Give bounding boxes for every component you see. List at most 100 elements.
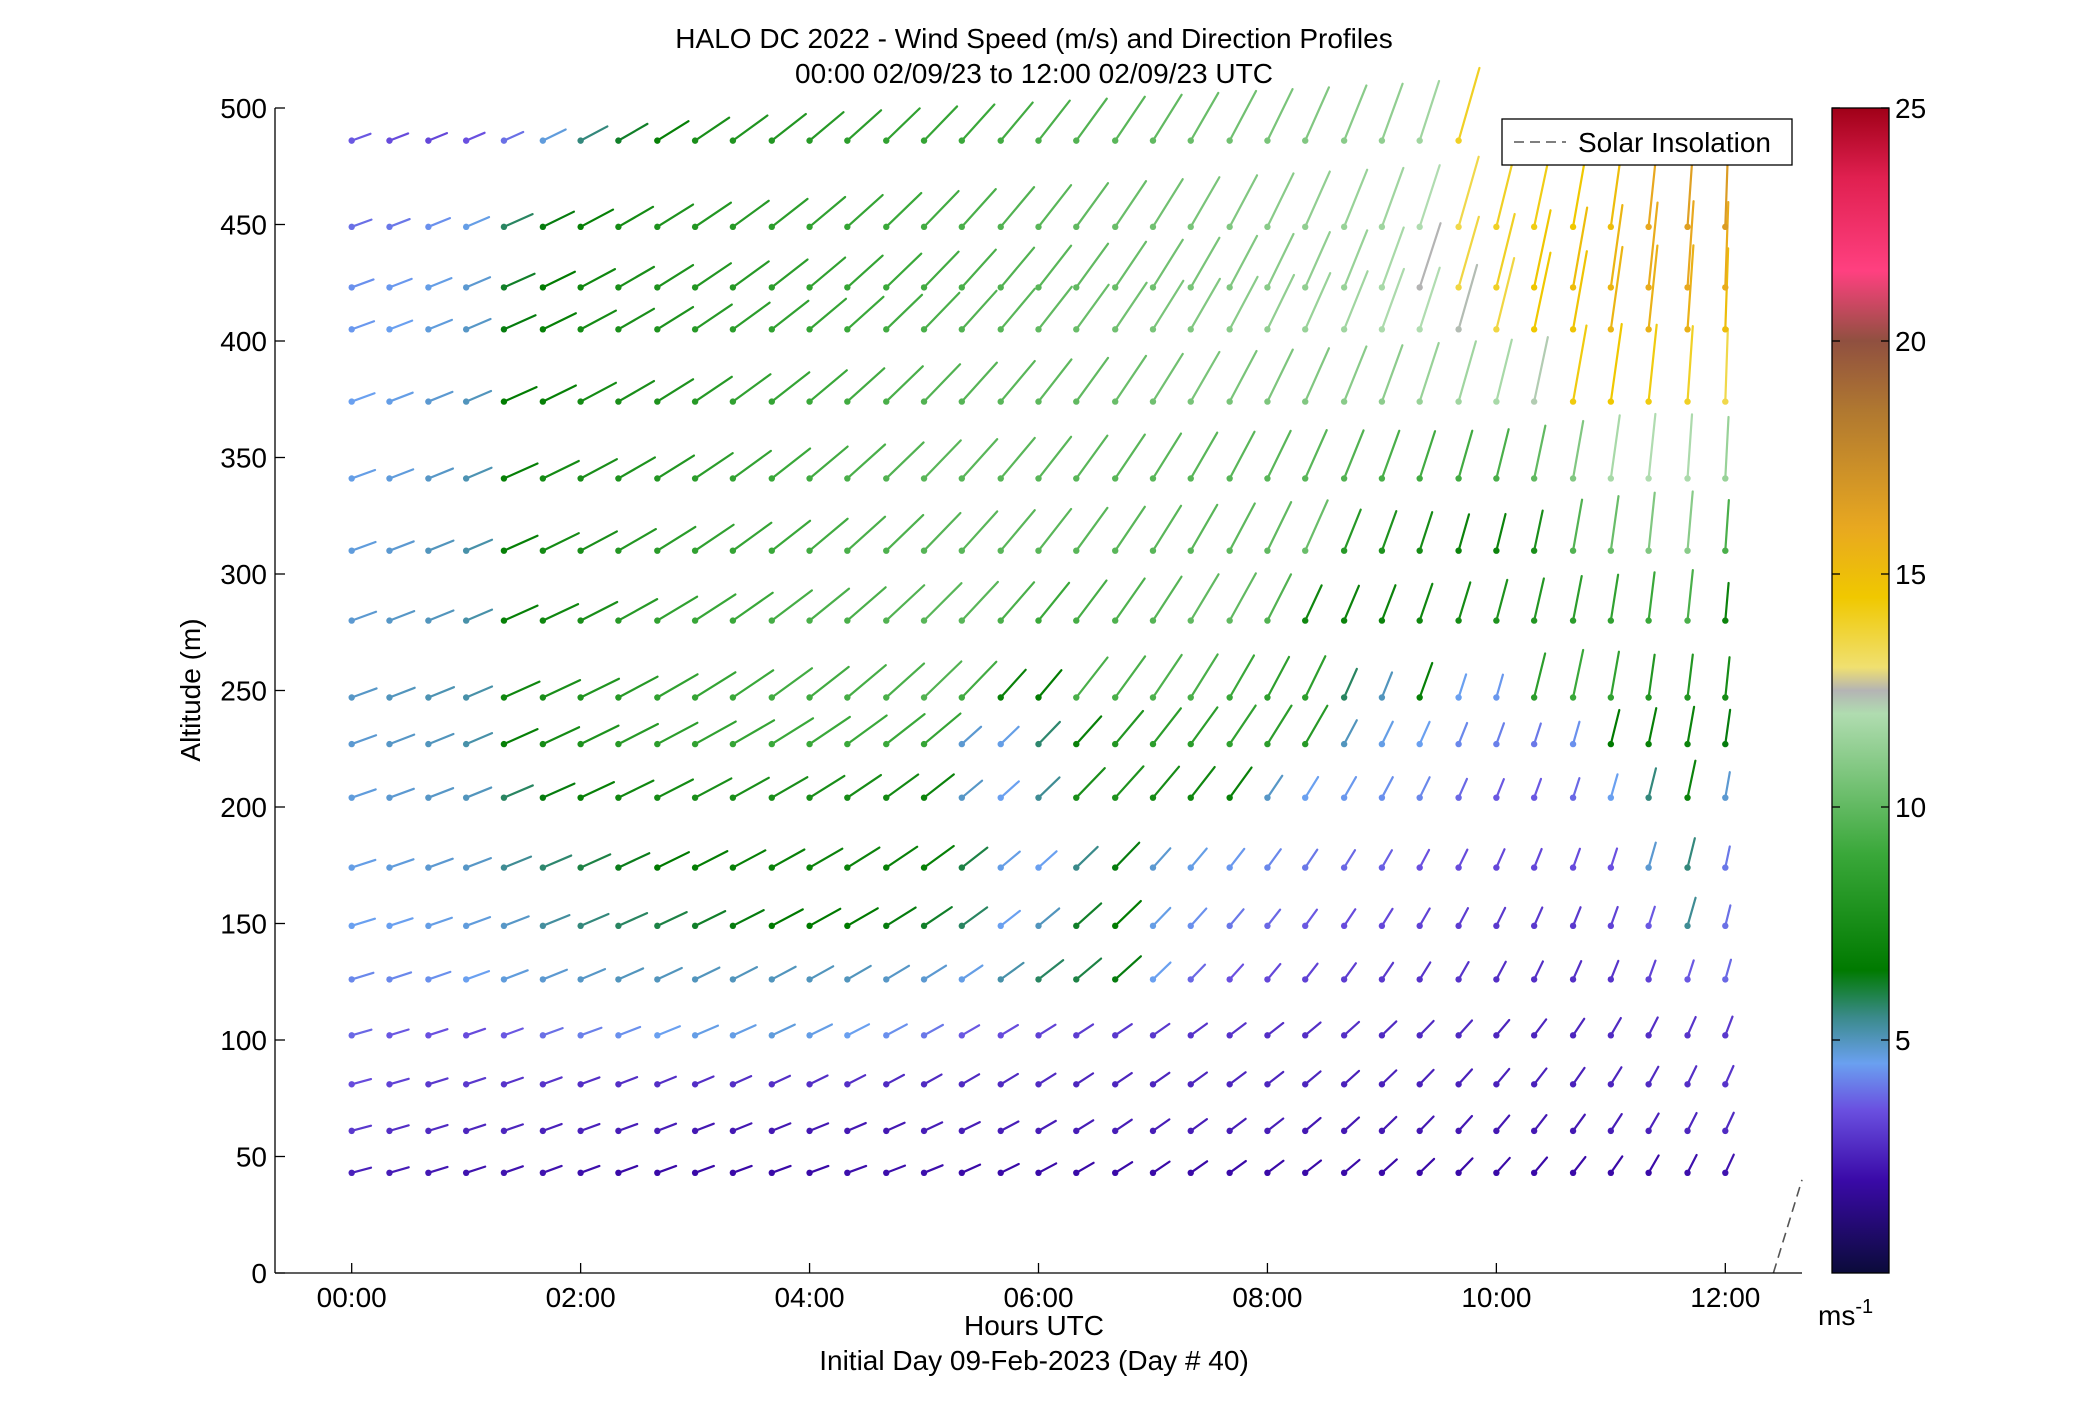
wind-barb [768, 667, 814, 701]
wind-barb-shaft [960, 1024, 981, 1037]
wind-barb-shaft [1380, 267, 1405, 331]
wind-barb [844, 1074, 867, 1088]
wind-barb [1530, 777, 1543, 801]
wind-barb-dot [539, 137, 547, 144]
wind-barb [539, 1122, 563, 1135]
wind-barb-shaft [1114, 655, 1147, 699]
wind-barb-shaft [1609, 1112, 1623, 1132]
wind-barb-shaft [1114, 1161, 1134, 1174]
wind-barb-shaft [1266, 848, 1282, 869]
wind-barb-shaft [541, 1164, 563, 1174]
wind-barb-dot [729, 137, 737, 144]
wind-barb [1455, 777, 1469, 801]
wind-barb-shaft [1266, 501, 1293, 552]
wind-barb-shaft [1266, 88, 1294, 142]
wind-barb-shaft [350, 132, 372, 142]
wind-barb [729, 521, 773, 554]
wind-barb-dot [539, 1032, 547, 1039]
wind-barb-shaft [731, 301, 771, 331]
wind-barb [1722, 656, 1731, 701]
wind-barb [1035, 184, 1073, 231]
wind-barb [462, 608, 494, 624]
wind-barb [1416, 341, 1440, 405]
wind-barb-dot [691, 1032, 699, 1039]
wind-barb [1073, 506, 1109, 554]
wind-barb [806, 847, 844, 871]
wind-barb [539, 603, 580, 624]
wind-barb-shaft [999, 850, 1021, 869]
wind-barb-shaft [541, 679, 582, 699]
wind-barb-dot [1569, 1032, 1577, 1039]
wind-barb-dot [1302, 976, 1309, 983]
wind-barb [729, 1122, 753, 1135]
wind-barb-dot [1226, 284, 1233, 291]
wind-barb-dot [1149, 694, 1157, 701]
wind-barb-shaft [1495, 1114, 1511, 1132]
wind-barb-shaft [1418, 961, 1432, 981]
wind-barb [386, 468, 415, 482]
wind-barb-dot [348, 1127, 355, 1135]
wind-barb-dot [1493, 617, 1500, 624]
wind-barb-dot [844, 137, 851, 144]
wind-barb [425, 467, 455, 482]
wind-barb [1722, 904, 1732, 930]
wind-barb-dot [539, 794, 547, 801]
wind-barb-dot [1149, 794, 1157, 801]
wind-barb-dot [920, 976, 928, 983]
wind-barb [1187, 277, 1222, 333]
wind-barb [1149, 575, 1183, 624]
wind-barb-dot [1111, 1169, 1119, 1177]
wind-barb-dot [1684, 794, 1691, 801]
wind-barb-dot [1302, 1169, 1309, 1177]
wind-barb-shaft [731, 114, 769, 142]
wind-barb-shaft [808, 445, 849, 480]
wind-barb [1302, 848, 1319, 871]
wind-barb [768, 299, 810, 333]
wind-barb-dot [844, 976, 851, 983]
solar-insolation-line [1772, 1179, 1803, 1274]
wind-barb-shaft [1724, 845, 1731, 869]
wind-barb [691, 201, 733, 231]
wind-barb [1530, 652, 1547, 701]
wind-barb [1493, 256, 1516, 333]
wind-barb [691, 1075, 715, 1088]
wind-barb-dot [1416, 922, 1423, 930]
wind-barb [386, 1028, 410, 1039]
wind-barb [539, 914, 571, 930]
wind-barb-dot [615, 1081, 622, 1088]
wind-barb [1722, 1064, 1735, 1088]
wind-barb-dot [1111, 617, 1119, 624]
wind-barb-dot [1302, 617, 1309, 624]
wind-barb-dot [958, 284, 966, 291]
wind-barb [1073, 1119, 1095, 1135]
wind-barb-shaft [502, 915, 530, 927]
wind-barb [1493, 338, 1513, 405]
wind-barb-shaft [1189, 350, 1221, 403]
wind-barb [1111, 841, 1141, 871]
wind-barb [958, 660, 998, 701]
wind-barb-dot [1722, 326, 1729, 333]
wind-barb [1416, 222, 1442, 291]
wind-barb [844, 515, 887, 554]
wind-barb [1226, 572, 1257, 624]
wind-barb [1149, 352, 1184, 405]
wind-barb-shaft [960, 846, 989, 869]
wind-barb-shaft [1114, 765, 1145, 799]
wind-barb-dot [1378, 1032, 1386, 1039]
wind-barb-shaft [1495, 673, 1505, 699]
wind-barb-dot [1455, 223, 1462, 231]
wind-barb-shaft [1418, 776, 1431, 799]
wind-barb-shaft [731, 719, 776, 746]
wind-barb [806, 445, 849, 482]
wind-barb [691, 303, 733, 333]
wind-barb [1530, 1156, 1549, 1177]
wind-barb-shaft [960, 248, 997, 289]
y-tick-label: 400 [220, 326, 267, 357]
wind-barb-dot [1111, 223, 1119, 231]
wind-barb-dot [1302, 284, 1309, 291]
wind-barb [1684, 325, 1694, 405]
wind-barb-dot [1607, 398, 1615, 405]
wind-barb-shaft [1228, 654, 1256, 699]
wind-barb [768, 1023, 796, 1039]
wind-barb [1455, 66, 1481, 144]
